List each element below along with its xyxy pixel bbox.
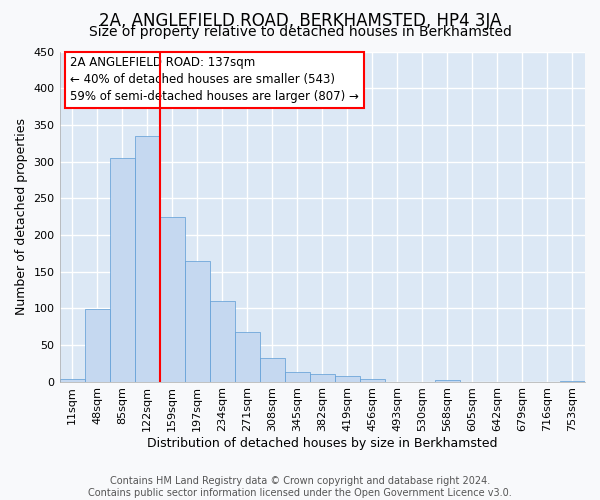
Bar — [134, 136, 160, 382]
Bar — [85, 309, 110, 382]
Bar — [310, 374, 335, 382]
Bar — [185, 260, 209, 382]
Bar — [110, 158, 134, 382]
Text: Contains HM Land Registry data © Crown copyright and database right 2024.
Contai: Contains HM Land Registry data © Crown c… — [88, 476, 512, 498]
Bar — [560, 381, 585, 382]
Bar — [435, 380, 460, 382]
Bar — [285, 372, 310, 382]
Bar — [235, 332, 260, 382]
Bar — [160, 216, 185, 382]
Y-axis label: Number of detached properties: Number of detached properties — [15, 118, 28, 315]
Text: Size of property relative to detached houses in Berkhamsted: Size of property relative to detached ho… — [89, 25, 511, 39]
Bar — [209, 301, 235, 382]
Text: 2A, ANGLEFIELD ROAD, BERKHAMSTED, HP4 3JA: 2A, ANGLEFIELD ROAD, BERKHAMSTED, HP4 3J… — [99, 12, 501, 30]
Bar — [360, 380, 385, 382]
Text: 2A ANGLEFIELD ROAD: 137sqm
← 40% of detached houses are smaller (543)
59% of sem: 2A ANGLEFIELD ROAD: 137sqm ← 40% of deta… — [70, 56, 359, 104]
Bar — [335, 376, 360, 382]
Bar — [260, 358, 285, 382]
Bar — [59, 378, 85, 382]
X-axis label: Distribution of detached houses by size in Berkhamsted: Distribution of detached houses by size … — [147, 437, 497, 450]
